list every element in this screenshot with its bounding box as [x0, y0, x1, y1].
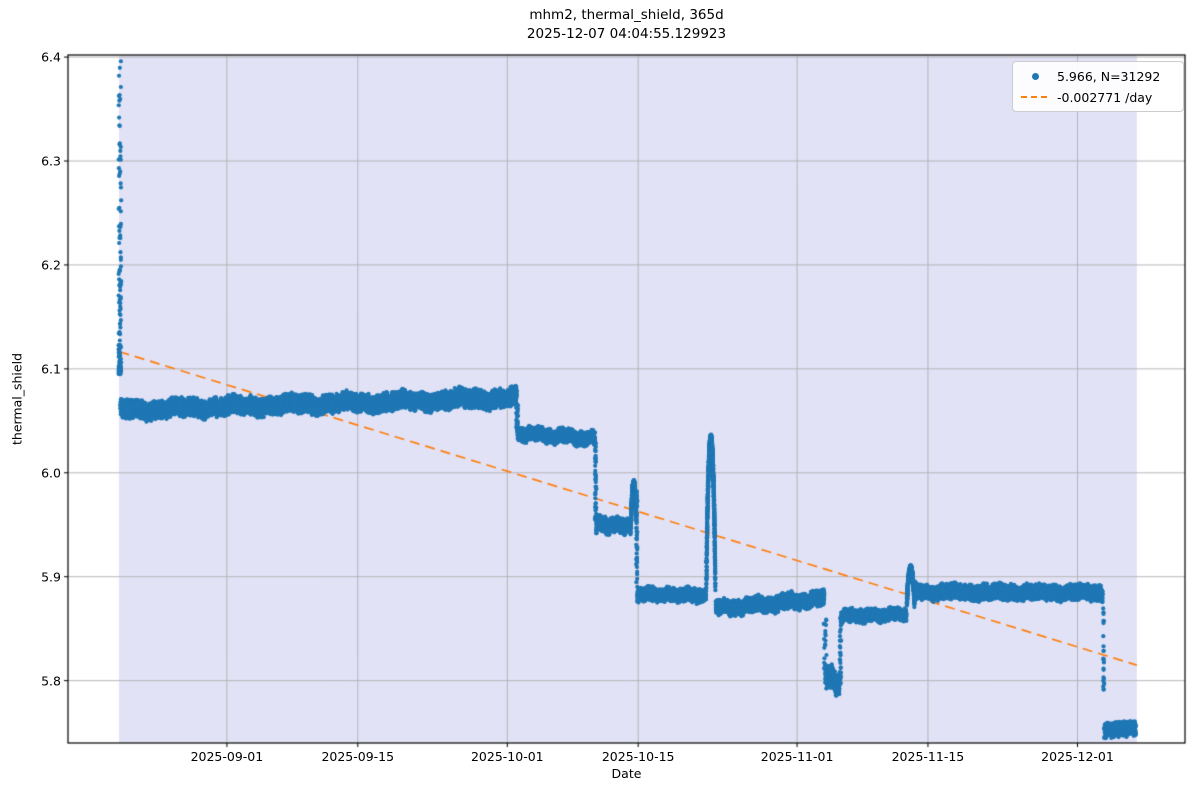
x-tick-label: 2025-11-15	[891, 749, 965, 764]
y-tick-label: 6.2	[41, 257, 61, 273]
x-tick-label: 2025-09-01	[190, 749, 264, 764]
y-tick-label: 6.4	[41, 49, 61, 65]
chart-title-line1: mhm2, thermal_shield, 365d	[529, 7, 724, 23]
scatter-marker-icon	[1020, 72, 1050, 80]
legend: 5.966, N=31292 -0.002771 /day	[1012, 61, 1184, 112]
y-tick-label: 6.0	[41, 465, 61, 481]
y-tick-label: 6.1	[41, 361, 61, 377]
x-tick-label: 2025-10-01	[470, 749, 544, 764]
dashed-line-icon	[1020, 95, 1050, 99]
x-tick-label: 2025-09-15	[321, 749, 395, 764]
legend-label-scatter: 5.966, N=31292	[1057, 68, 1161, 84]
y-tick-label: 6.3	[41, 153, 61, 169]
x-tick-label: 2025-11-01	[760, 749, 834, 764]
y-tick-label: 5.8	[41, 673, 61, 689]
x-tick-label: 2025-12-01	[1041, 749, 1114, 764]
chart-title-line2: 2025-12-07 04:04:55.129923	[526, 26, 727, 42]
legend-label-trend: -0.002771 /day	[1057, 89, 1153, 105]
legend-entry-scatter: 5.966, N=31292	[1020, 67, 1175, 85]
y-tick-label: 5.9	[41, 569, 61, 585]
x-tick-label: 2025-10-15	[601, 749, 675, 764]
legend-entry-trend: -0.002771 /day	[1020, 88, 1175, 106]
chart-title: mhm2, thermal_shield, 365d 2025-12-07 04…	[68, 6, 1185, 44]
x-axis-label: Date	[611, 766, 642, 781]
